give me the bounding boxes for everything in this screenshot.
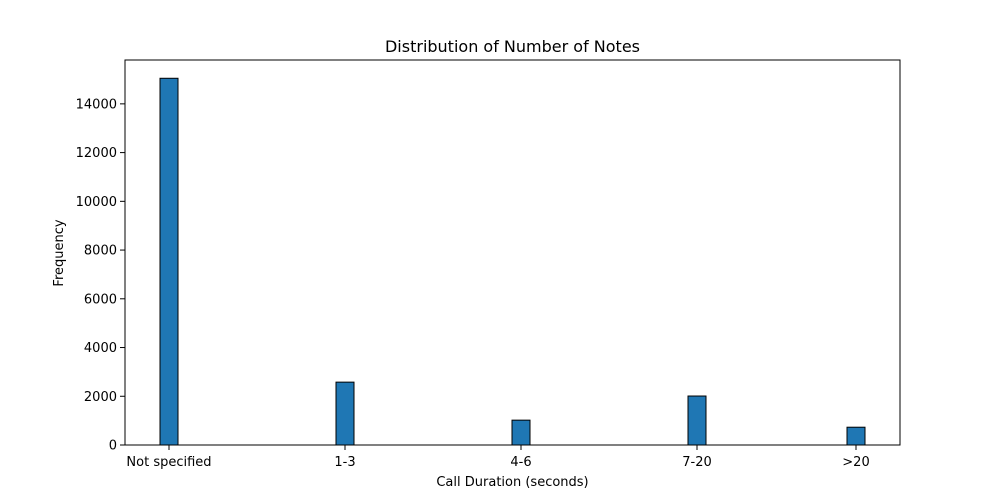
- y-tick-label: 14000: [76, 97, 117, 112]
- y-tick-label: 12000: [76, 146, 117, 161]
- chart-title: Distribution of Number of Notes: [385, 37, 640, 56]
- x-axis-ticks: Not specified 1-3 4-6 7-20 >20: [126, 445, 870, 470]
- axes-frame: [124, 59, 901, 446]
- x-tick-label: 4-6: [510, 455, 531, 470]
- y-tick-label: 6000: [84, 292, 117, 307]
- y-tick-label: 8000: [84, 244, 117, 259]
- y-axis-label: Frequency: [52, 219, 67, 286]
- bar-20: [846, 426, 866, 446]
- bar-group: [159, 77, 866, 446]
- y-tick-label: 10000: [76, 195, 117, 210]
- x-tick-label: >20: [842, 455, 869, 470]
- x-tick-label: Not specified: [126, 455, 211, 470]
- bar-7-20: [687, 395, 707, 446]
- y-tick-label: 2000: [84, 390, 117, 405]
- x-tick-label: 7-20: [682, 455, 712, 470]
- x-axis-label: Call Duration (seconds): [436, 475, 588, 490]
- bar-not-specified: [159, 77, 179, 446]
- y-axis-ticks: 0 2000 4000 6000 8000 10000 12000 14000: [76, 97, 125, 454]
- x-tick-label: 1-3: [334, 455, 355, 470]
- bar-1-3: [335, 381, 355, 446]
- bar-4-6: [511, 419, 531, 446]
- y-tick-label: 0: [109, 439, 117, 454]
- y-tick-label: 4000: [84, 341, 117, 356]
